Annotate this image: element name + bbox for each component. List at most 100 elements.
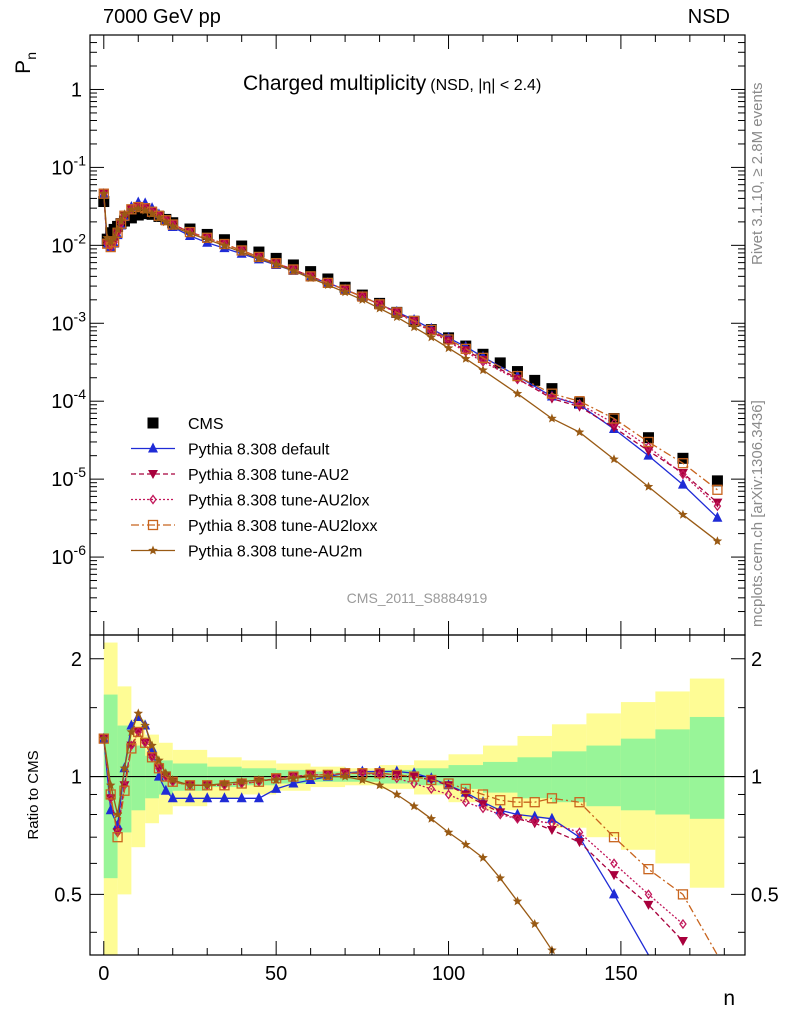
statistical-band-bin <box>689 716 725 819</box>
series-line <box>103 193 718 542</box>
ratio-point <box>105 780 116 790</box>
main-panel: 1 10-1 10-2 10-3 10-4 10-5 10-6 Pn Charged multi… <box>12 34 746 636</box>
data-point <box>112 224 123 234</box>
data-point <box>513 374 522 385</box>
analysis-watermark: CMS_2011_S8884919 <box>347 590 488 606</box>
ratio-point <box>644 889 653 900</box>
ratio-point <box>305 769 316 781</box>
ratio-point <box>548 818 556 829</box>
ratio-point <box>184 792 195 803</box>
data-point <box>133 201 144 213</box>
statistical-band-bin <box>131 745 146 811</box>
ratio-point <box>496 809 505 820</box>
ratio-y-tick-label: 1 <box>71 767 82 789</box>
legend-swatch-marker <box>147 519 159 531</box>
ratio-frame <box>89 634 746 956</box>
ratio-point <box>574 797 585 808</box>
ratio-point <box>427 783 436 794</box>
x-tick-label: 150 <box>604 963 637 985</box>
data-point <box>644 441 653 452</box>
data-point <box>677 478 688 489</box>
y-axis-label: Pn <box>12 52 39 74</box>
data-point <box>288 265 299 275</box>
ratio-point <box>236 792 247 803</box>
y-tick-label: 10-5 <box>51 464 86 491</box>
data-point <box>477 352 489 363</box>
ratio-y-tick-label-right: 1 <box>751 767 762 789</box>
data-point <box>574 427 585 437</box>
data-point <box>494 357 506 369</box>
ratio-point <box>105 789 116 800</box>
ratio-point <box>495 795 506 806</box>
ratio-point <box>288 777 299 788</box>
ratio-point <box>112 809 123 819</box>
data-point <box>147 208 157 218</box>
data-point <box>574 396 585 407</box>
ratio-point <box>271 773 282 784</box>
ratio-point <box>357 775 368 784</box>
ratio-point <box>219 792 230 803</box>
ratio-point <box>154 755 164 765</box>
data-point <box>132 209 144 221</box>
legend-entry-label: Pythia 8.308 tune-AU2lox <box>188 493 369 510</box>
ratio-point <box>219 778 230 788</box>
ratio-point <box>546 812 557 823</box>
data-point <box>236 247 247 257</box>
data-point <box>610 418 618 429</box>
data-point <box>426 332 436 342</box>
ratio-point <box>530 919 540 929</box>
data-point <box>711 475 723 487</box>
ratio-point <box>610 858 618 869</box>
ratio-point <box>167 792 178 803</box>
ratio-point <box>99 733 109 743</box>
ratio-point <box>679 918 687 930</box>
ratio-point <box>477 789 489 800</box>
legend-entry-label: Pythia 8.308 tune-AU2loxx <box>188 518 377 535</box>
data-point <box>271 259 281 269</box>
ratio-point <box>254 775 264 784</box>
x-tick-label: 0 <box>98 963 109 985</box>
data-point <box>713 501 722 512</box>
data-point <box>392 312 402 322</box>
ratio-point <box>374 768 385 779</box>
ratio-y-tick-label-right: 2 <box>751 649 762 671</box>
ratio-point <box>288 773 299 783</box>
ratio-point <box>253 792 264 803</box>
legend-entry-label: CMS <box>188 416 224 433</box>
chart-title: Charged multiplicity (NSD, |η| < 2.4) <box>243 72 541 95</box>
ratio-point <box>408 771 420 782</box>
ratio-point <box>461 839 471 849</box>
data-point <box>547 413 557 423</box>
ratio-point <box>530 815 539 827</box>
y-tick-label: 10-2 <box>51 230 86 257</box>
data-point <box>126 204 137 214</box>
ratio-point <box>392 789 402 799</box>
data-point <box>323 280 333 289</box>
legend-swatch-marker <box>148 545 158 555</box>
ratio-point <box>575 827 584 838</box>
data-point <box>374 303 385 313</box>
legend-swatch-marker <box>148 442 158 453</box>
mcplots-citation-note: mcplots.cern.ch [arXiv:1306.3436] <box>749 400 766 627</box>
data-point <box>133 203 143 213</box>
ratio-line <box>103 730 718 955</box>
ratio-point <box>391 770 402 780</box>
ratio-point <box>410 778 418 789</box>
statistical-band-bin <box>655 729 690 815</box>
ratio-point <box>574 838 585 848</box>
ratio-point <box>426 813 436 823</box>
data-point <box>643 436 654 448</box>
ratio-point <box>126 743 137 754</box>
ratio-point <box>460 790 471 800</box>
ratio-point <box>340 771 350 781</box>
ratio-point <box>271 775 281 784</box>
ratio-point <box>119 763 130 773</box>
ratio-point <box>288 771 299 782</box>
ratio-point <box>393 773 401 784</box>
data-point <box>546 388 558 399</box>
ratio-point <box>409 801 419 811</box>
data-point <box>712 536 723 546</box>
series-line <box>103 193 718 507</box>
ratio-point <box>322 769 334 781</box>
data-point <box>409 322 419 332</box>
